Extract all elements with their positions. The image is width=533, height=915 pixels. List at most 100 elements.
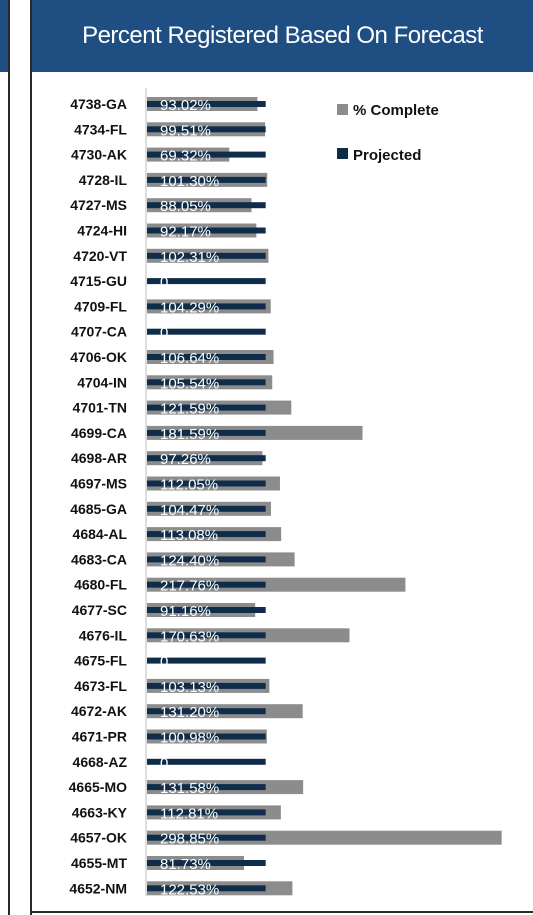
bar-projected xyxy=(147,278,266,285)
bar-projected xyxy=(147,632,266,639)
bar-projected xyxy=(147,505,266,512)
bar-projected xyxy=(147,784,266,791)
data-label: 217.76% xyxy=(160,578,219,595)
bar-projected xyxy=(147,202,266,209)
category-label: 4668-AZ xyxy=(73,754,128,770)
data-label: 170.63% xyxy=(160,628,219,645)
category-label: 4706-OK xyxy=(70,349,127,365)
data-label: 99.51% xyxy=(160,122,211,139)
data-label: 106.64% xyxy=(160,350,219,367)
category-label: 4701-TN xyxy=(73,400,127,416)
data-label: 100.98% xyxy=(160,730,219,747)
bar-projected xyxy=(147,429,266,436)
data-label: 298.85% xyxy=(160,831,219,848)
bar-projected xyxy=(147,379,266,386)
bar-projected xyxy=(147,885,266,892)
bar-projected xyxy=(147,303,266,310)
data-label: 101.30% xyxy=(160,173,219,190)
data-label: 122.53% xyxy=(160,881,219,898)
bar-projected xyxy=(147,404,266,411)
bar-projected xyxy=(147,101,266,107)
category-label: 4720-VT xyxy=(73,248,127,264)
data-label: 104.47% xyxy=(160,502,219,519)
category-label: 4675-FL xyxy=(74,653,127,669)
data-label: 131.20% xyxy=(160,704,219,721)
legend-label-projected: Projected xyxy=(353,147,421,164)
category-label: 4652-NM xyxy=(69,880,127,896)
category-label: 4697-MS xyxy=(70,476,127,492)
category-label: 4685-GA xyxy=(70,501,127,517)
category-label: 4734-FL xyxy=(74,121,127,137)
bar-percent-complete xyxy=(147,830,502,845)
left-edge-decoration xyxy=(0,0,10,915)
bar-projected xyxy=(147,151,266,158)
data-label: 112.05% xyxy=(160,477,218,494)
category-label: 4698-AR xyxy=(71,450,127,466)
legend-swatch-percent-complete xyxy=(337,104,348,115)
category-label: 4704-IN xyxy=(77,374,127,390)
data-label: 88.05% xyxy=(160,198,211,215)
category-label: 4728-IL xyxy=(79,172,128,188)
bar-projected xyxy=(147,531,266,538)
data-label: 102.31% xyxy=(160,249,219,266)
data-label: 69.32% xyxy=(160,148,211,165)
category-label: 4665-MO xyxy=(69,779,127,795)
data-label: 97.26% xyxy=(160,451,211,468)
category-label: 4672-AK xyxy=(71,703,127,719)
bar-projected xyxy=(147,834,266,841)
data-label: 181.59% xyxy=(160,426,219,443)
bar-projected xyxy=(147,581,266,588)
data-label: 0 xyxy=(160,755,168,772)
category-label: 4707-CA xyxy=(71,324,127,340)
data-label: 0 xyxy=(160,274,168,291)
category-label: 4727-MS xyxy=(70,197,127,213)
data-label: 91.16% xyxy=(160,603,211,620)
bar-projected xyxy=(147,682,266,689)
data-label: 0 xyxy=(160,654,168,671)
category-label: 4715-GU xyxy=(70,273,127,289)
category-label: 4738-GA xyxy=(70,96,127,112)
data-label: 0 xyxy=(160,325,168,342)
category-label: 4676-IL xyxy=(79,627,128,643)
category-label: 4673-FL xyxy=(74,678,127,694)
category-label: 4724-HI xyxy=(77,223,127,239)
bar-projected xyxy=(147,657,266,664)
category-label: 4671-PR xyxy=(72,729,127,745)
data-label: 81.73% xyxy=(160,856,211,873)
bar-projected xyxy=(147,227,266,234)
data-label: 113.08% xyxy=(160,527,218,544)
bar-projected xyxy=(147,354,266,360)
category-label: 4709-FL xyxy=(74,298,127,314)
category-label: 4663-KY xyxy=(72,804,128,820)
bar-projected xyxy=(147,809,266,816)
category-label: 4699-CA xyxy=(71,425,127,441)
data-label: 105.54% xyxy=(160,375,219,392)
bar-projected xyxy=(147,252,266,259)
bar-projected xyxy=(147,480,266,487)
data-label: 121.59% xyxy=(160,401,219,418)
category-label: 4677-SC xyxy=(72,602,127,618)
category-label: 4657-OK xyxy=(70,830,127,846)
data-label: 92.17% xyxy=(160,224,211,241)
category-label: 4680-FL xyxy=(74,577,127,593)
legend-label-percent-complete: % Complete xyxy=(353,102,439,119)
bar-projected xyxy=(147,708,266,715)
category-label: 4730-AK xyxy=(71,147,127,163)
bar-projected xyxy=(147,758,266,765)
data-label: 103.13% xyxy=(160,679,219,696)
bar-projected xyxy=(147,455,266,462)
data-label: 104.29% xyxy=(160,299,219,316)
category-label: 4684-AL xyxy=(73,526,128,542)
data-label: 93.02% xyxy=(160,97,211,114)
left-edge-title-strip xyxy=(0,0,10,72)
bar-projected xyxy=(147,733,266,740)
panel-bottom-border xyxy=(32,911,533,913)
bar-percent-complete xyxy=(147,577,406,592)
category-label: 4655-MT xyxy=(71,855,127,871)
bar-projected xyxy=(147,556,266,563)
bar-projected xyxy=(147,126,266,133)
data-label: 124.40% xyxy=(160,552,219,569)
bar-projected xyxy=(147,860,266,866)
category-label: 4683-CA xyxy=(71,551,127,567)
bar-projected xyxy=(147,176,266,183)
